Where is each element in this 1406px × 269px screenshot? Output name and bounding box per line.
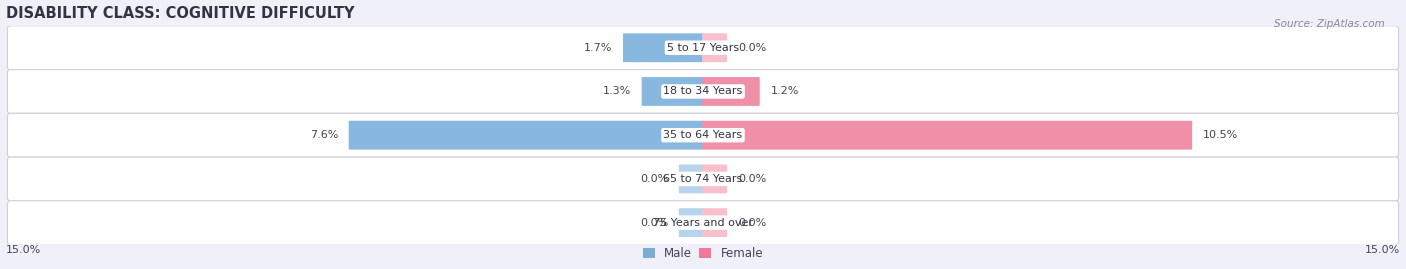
Text: 5 to 17 Years: 5 to 17 Years — [666, 43, 740, 53]
FancyBboxPatch shape — [7, 113, 1399, 157]
Text: 10.5%: 10.5% — [1204, 130, 1239, 140]
FancyBboxPatch shape — [702, 33, 727, 62]
FancyBboxPatch shape — [349, 121, 704, 150]
FancyBboxPatch shape — [641, 77, 704, 106]
Text: 35 to 64 Years: 35 to 64 Years — [664, 130, 742, 140]
FancyBboxPatch shape — [679, 164, 704, 193]
Text: 75 Years and over: 75 Years and over — [652, 218, 754, 228]
Text: 7.6%: 7.6% — [309, 130, 337, 140]
Text: 1.7%: 1.7% — [583, 43, 613, 53]
Text: 0.0%: 0.0% — [640, 174, 668, 184]
Text: 0.0%: 0.0% — [640, 218, 668, 228]
Text: 1.3%: 1.3% — [603, 86, 631, 97]
FancyBboxPatch shape — [7, 26, 1399, 70]
Text: 65 to 74 Years: 65 to 74 Years — [664, 174, 742, 184]
Text: 15.0%: 15.0% — [1365, 245, 1400, 255]
Text: 1.2%: 1.2% — [770, 86, 799, 97]
Text: 0.0%: 0.0% — [738, 43, 766, 53]
Text: 0.0%: 0.0% — [738, 218, 766, 228]
Text: DISABILITY CLASS: COGNITIVE DIFFICULTY: DISABILITY CLASS: COGNITIVE DIFFICULTY — [6, 6, 354, 20]
FancyBboxPatch shape — [702, 164, 727, 193]
Text: 18 to 34 Years: 18 to 34 Years — [664, 86, 742, 97]
FancyBboxPatch shape — [679, 208, 704, 237]
Text: 15.0%: 15.0% — [6, 245, 41, 255]
Legend: Male, Female: Male, Female — [638, 242, 768, 265]
FancyBboxPatch shape — [702, 121, 1192, 150]
FancyBboxPatch shape — [623, 33, 704, 62]
Text: Source: ZipAtlas.com: Source: ZipAtlas.com — [1274, 19, 1385, 29]
Text: 0.0%: 0.0% — [738, 174, 766, 184]
FancyBboxPatch shape — [702, 77, 759, 106]
FancyBboxPatch shape — [7, 201, 1399, 245]
FancyBboxPatch shape — [7, 70, 1399, 113]
FancyBboxPatch shape — [702, 208, 727, 237]
FancyBboxPatch shape — [7, 157, 1399, 201]
